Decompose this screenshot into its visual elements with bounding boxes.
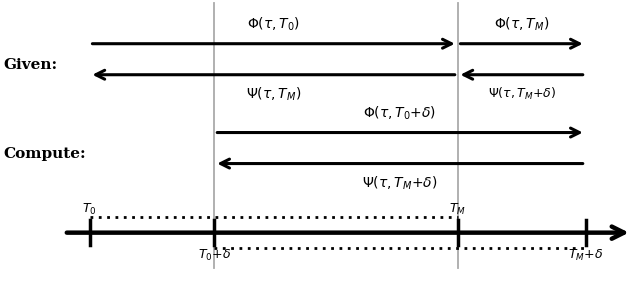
Text: $\Phi(\tau,T_M)$: $\Phi(\tau,T_M)$ [494, 16, 549, 33]
Text: $T_M{+}\delta$: $T_M{+}\delta$ [568, 248, 603, 263]
Text: Given:: Given: [3, 58, 58, 72]
Text: $\Psi(\tau,T_M)$: $\Psi(\tau,T_M)$ [246, 85, 301, 103]
Text: $\Phi(\tau,T_0{+}\delta)$: $\Phi(\tau,T_0{+}\delta)$ [364, 104, 436, 122]
Text: $\Psi(\tau,T_M{+}\delta)$: $\Psi(\tau,T_M{+}\delta)$ [488, 85, 556, 102]
Text: $\tau$: $\tau$ [638, 228, 640, 246]
Text: Compute:: Compute: [3, 147, 86, 161]
Text: $T_M$: $T_M$ [449, 202, 466, 217]
Text: $\Psi(\tau,T_M{+}\delta)$: $\Psi(\tau,T_M{+}\delta)$ [362, 174, 438, 192]
Text: $T_0{+}\delta$: $T_0{+}\delta$ [198, 248, 231, 263]
Text: $T_0$: $T_0$ [83, 202, 97, 217]
Text: $\Phi(\tau,T_0)$: $\Phi(\tau,T_0)$ [247, 16, 300, 33]
